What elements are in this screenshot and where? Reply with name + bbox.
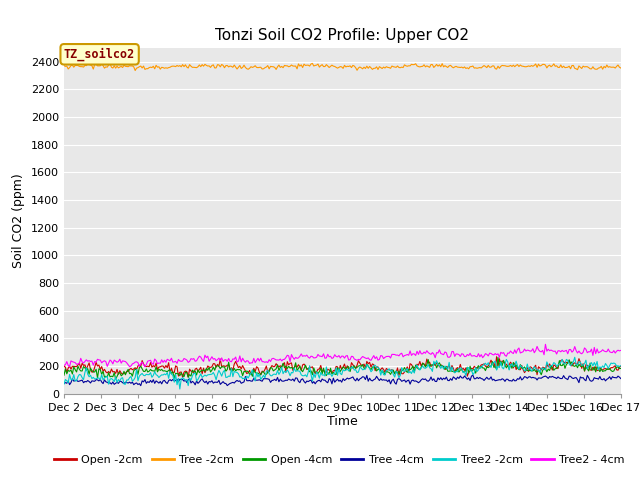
Tree -2cm (617, 65, 625, 71)
Line: Tree2 - 4cm: Tree2 - 4cm (64, 344, 621, 367)
Open -4cm (112, 376, 120, 382)
Tree -2cm (413, 63, 421, 69)
Tree2 - 4cm (282, 355, 290, 360)
Tree -2cm (468, 64, 476, 70)
Tree -4cm (60, 381, 68, 386)
Tree2 - 4cm (467, 350, 474, 356)
Open -4cm (494, 355, 502, 360)
Tree -4cm (467, 378, 474, 384)
Open -2cm (617, 363, 625, 369)
Tree -4cm (137, 383, 145, 388)
Tree2 -2cm (463, 365, 471, 371)
Tree2 -2cm (243, 373, 251, 379)
Open -2cm (463, 373, 471, 379)
Tree -4cm (243, 378, 251, 384)
Tree -2cm (60, 63, 68, 69)
Open -4cm (129, 373, 136, 379)
Tree -4cm (412, 378, 419, 384)
Tree -4cm (127, 381, 135, 386)
Tree -2cm (282, 63, 290, 69)
Tree2 - 4cm (60, 362, 68, 368)
Tree -4cm (463, 376, 471, 382)
Tree2 - 4cm (412, 353, 419, 359)
Tree -4cm (469, 372, 477, 378)
Tree2 -2cm (60, 381, 68, 387)
Line: Tree -2cm: Tree -2cm (64, 63, 621, 71)
Open -4cm (412, 362, 419, 368)
Tree2 - 4cm (541, 341, 549, 347)
Tree2 -2cm (412, 364, 419, 370)
Tree2 -2cm (176, 386, 184, 392)
Tree2 -2cm (571, 354, 579, 360)
Tree2 - 4cm (463, 352, 471, 358)
Open -2cm (179, 374, 186, 380)
Open -2cm (243, 371, 251, 376)
Tree -2cm (308, 60, 316, 66)
Tree -2cm (243, 66, 251, 72)
Y-axis label: Soil CO2 (ppm): Soil CO2 (ppm) (12, 173, 26, 268)
Open -2cm (493, 354, 500, 360)
Open -4cm (243, 368, 251, 374)
Tree -2cm (131, 68, 139, 73)
Open -2cm (412, 366, 419, 372)
Tree -2cm (465, 66, 472, 72)
Tree -4cm (617, 376, 625, 382)
Tree2 - 4cm (617, 348, 625, 353)
Title: Tonzi Soil CO2 Profile: Upper CO2: Tonzi Soil CO2 Profile: Upper CO2 (216, 28, 469, 43)
Open -4cm (617, 366, 625, 372)
Open -2cm (60, 363, 68, 369)
Open -2cm (127, 365, 135, 371)
Tree2 - 4cm (141, 364, 148, 370)
Line: Open -4cm: Open -4cm (64, 358, 621, 379)
Open -2cm (282, 370, 290, 375)
Tree2 -2cm (127, 373, 135, 379)
Open -4cm (60, 372, 68, 378)
Legend: Open -2cm, Tree -2cm, Open -4cm, Tree -4cm, Tree2 -2cm, Tree2 - 4cm: Open -2cm, Tree -2cm, Open -4cm, Tree -4… (49, 451, 629, 469)
Line: Tree -4cm: Tree -4cm (64, 375, 621, 385)
Open -4cm (463, 364, 471, 370)
Open -4cm (467, 363, 474, 369)
Line: Tree2 -2cm: Tree2 -2cm (64, 357, 621, 389)
Open -4cm (282, 363, 290, 369)
Open -2cm (467, 368, 474, 373)
Tree2 -2cm (617, 363, 625, 369)
Tree2 -2cm (282, 370, 290, 375)
Line: Open -2cm: Open -2cm (64, 357, 621, 377)
Tree2 -2cm (467, 368, 474, 374)
Tree -4cm (282, 377, 290, 383)
Tree2 - 4cm (243, 358, 251, 363)
X-axis label: Time: Time (327, 415, 358, 429)
Tree2 - 4cm (127, 363, 135, 369)
Text: TZ_soilco2: TZ_soilco2 (64, 48, 135, 61)
Tree -2cm (127, 63, 135, 69)
